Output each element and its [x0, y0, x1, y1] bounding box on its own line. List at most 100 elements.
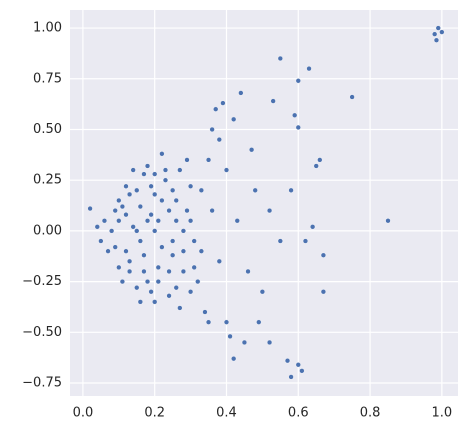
- point: [310, 224, 316, 230]
- point: [187, 218, 194, 224]
- point: [302, 238, 309, 244]
- point: [116, 197, 122, 204]
- point: [162, 167, 169, 173]
- x-tick-label: 1.0: [432, 406, 453, 421]
- point: [155, 278, 161, 285]
- point: [270, 98, 276, 104]
- point: [126, 191, 133, 197]
- y-tick-label: 0.50: [33, 122, 62, 137]
- point: [137, 203, 143, 210]
- point: [249, 147, 255, 153]
- point: [166, 268, 172, 275]
- point: [123, 212, 129, 218]
- y-tick-label: 1.00: [33, 21, 62, 36]
- point: [180, 228, 187, 234]
- point: [180, 268, 187, 275]
- point: [245, 268, 251, 275]
- point: [288, 187, 294, 193]
- point: [439, 29, 445, 35]
- point: [187, 183, 194, 189]
- point: [116, 264, 122, 271]
- point: [198, 248, 204, 254]
- tick-labels: 0.0 0.2 0.4 0.6 0.8 1.0 −0.75 −0.50 −0.25 0.00 0.2…: [22, 21, 452, 421]
- point: [162, 177, 169, 183]
- point: [137, 238, 143, 244]
- point: [288, 374, 294, 380]
- point: [284, 358, 291, 364]
- point: [148, 212, 154, 218]
- point: [241, 339, 248, 346]
- point: [112, 244, 118, 250]
- x-tick-label: 0.6: [288, 406, 309, 421]
- point: [152, 191, 158, 197]
- point: [317, 157, 323, 163]
- point: [320, 252, 327, 258]
- point: [159, 197, 165, 204]
- point: [144, 218, 151, 224]
- point: [134, 228, 140, 234]
- point: [191, 238, 197, 244]
- point: [349, 94, 355, 100]
- point: [126, 268, 133, 275]
- point: [238, 90, 244, 96]
- point: [209, 126, 215, 133]
- y-tick-label: 0.75: [33, 71, 62, 86]
- point: [152, 228, 158, 234]
- point: [198, 187, 204, 193]
- x-tick-label: 0.0: [73, 406, 94, 421]
- point: [112, 208, 118, 214]
- point: [209, 208, 215, 214]
- point: [432, 31, 438, 37]
- point: [134, 285, 140, 291]
- point: [155, 218, 161, 224]
- point: [141, 268, 147, 275]
- point: [220, 100, 226, 106]
- point: [223, 319, 230, 325]
- point: [277, 238, 283, 244]
- point: [109, 228, 115, 234]
- point: [144, 163, 151, 169]
- point: [231, 116, 237, 122]
- point: [177, 305, 183, 311]
- point: [295, 362, 301, 368]
- y-tick-label: 0.25: [33, 173, 62, 188]
- point: [184, 208, 190, 214]
- point: [313, 163, 319, 169]
- point: [134, 187, 140, 193]
- point: [119, 278, 126, 285]
- point: [187, 289, 194, 295]
- point: [320, 289, 327, 295]
- point: [234, 218, 240, 224]
- point: [223, 167, 230, 173]
- points: [87, 25, 445, 380]
- point: [231, 356, 237, 362]
- point: [152, 171, 158, 177]
- point: [173, 285, 179, 291]
- point: [87, 205, 93, 212]
- point: [266, 208, 273, 214]
- point: [177, 167, 183, 173]
- x-tick-label: 0.4: [216, 406, 237, 421]
- point: [119, 203, 126, 210]
- point: [435, 25, 441, 31]
- point: [180, 248, 187, 254]
- y-tick-label: 0.00: [33, 223, 62, 238]
- point: [123, 248, 129, 254]
- point: [191, 264, 197, 271]
- point: [130, 224, 136, 230]
- plot-area: [70, 10, 458, 396]
- point: [295, 78, 301, 84]
- point: [170, 187, 176, 193]
- point: [216, 137, 222, 143]
- point: [116, 218, 122, 224]
- y-tick-label: −0.75: [22, 376, 62, 391]
- point: [266, 339, 273, 346]
- point: [148, 183, 154, 189]
- x-tick-label: 0.2: [144, 406, 165, 421]
- point: [299, 368, 305, 374]
- point: [101, 218, 108, 224]
- point: [277, 55, 283, 62]
- point: [259, 289, 265, 295]
- point: [306, 66, 312, 72]
- y-tick-label: −0.50: [22, 325, 62, 340]
